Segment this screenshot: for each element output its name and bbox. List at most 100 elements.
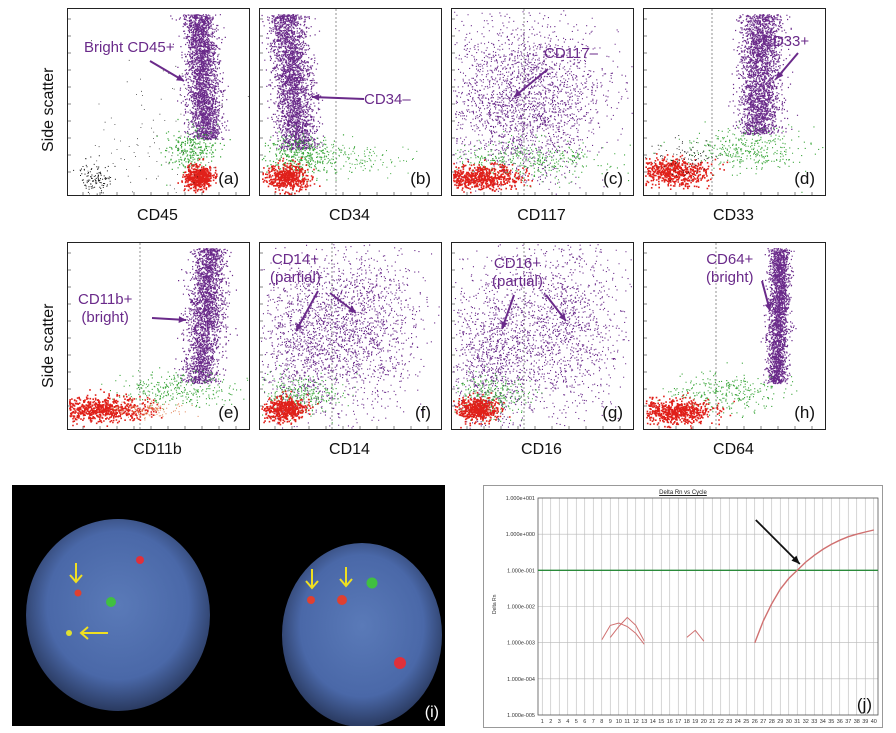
- pcr-ylabel: Delta Rn: [492, 594, 498, 614]
- scatter-plot-a: [68, 14, 249, 195]
- x-tick-label: 38: [854, 719, 860, 725]
- arrowhead-icon: [558, 313, 566, 321]
- x-tick-label: 32: [803, 719, 809, 725]
- panel-letter-e: (e): [218, 403, 239, 422]
- x-tick-label: 2: [549, 719, 552, 725]
- x-tick-label: 27: [760, 719, 766, 725]
- xlabel-b: CD34: [329, 207, 370, 224]
- xlabel-f: CD14: [329, 441, 370, 458]
- arrowhead-icon: [178, 316, 186, 324]
- event-dots: [453, 159, 533, 194]
- y-tick-label: 1.000e+000: [506, 532, 535, 538]
- scatter-plot-f: [260, 243, 440, 429]
- pcr-title: Delta Rn vs Cycle: [659, 490, 707, 496]
- event-dots: [174, 248, 238, 385]
- x-tick-label: 26: [752, 719, 758, 725]
- event-dots: [760, 248, 797, 385]
- x-tick-label: 25: [743, 719, 749, 725]
- event-dots: [170, 14, 230, 141]
- annotation-g: CD16+ (partial): [492, 255, 543, 290]
- scatter-plot-e: [68, 243, 249, 429]
- annotation-c: CD117–: [544, 45, 598, 62]
- panel-letter-i: (i): [424, 704, 439, 721]
- event-dots: [69, 388, 163, 428]
- fusion-signal: [307, 596, 315, 604]
- y-tick-label: 1.000e-003: [507, 641, 535, 647]
- fusion-signal: [66, 630, 72, 636]
- event-dots: [73, 155, 116, 195]
- x-tick-label: 39: [862, 719, 868, 725]
- xlabel-a: CD45: [137, 207, 178, 224]
- x-tick-label: 8: [600, 719, 603, 725]
- panel-letter-f: (f): [414, 403, 431, 422]
- arrowhead-icon: [296, 323, 303, 331]
- arrowhead-icon: [348, 305, 356, 313]
- plot-frame: [537, 497, 879, 716]
- x-tick-label: 3: [558, 719, 561, 725]
- fusion-signal: [337, 595, 347, 605]
- event-dots: [657, 362, 798, 418]
- event-dots: [471, 244, 632, 427]
- x-tick-label: 34: [820, 719, 826, 725]
- scatter-plot-g: [452, 243, 632, 429]
- annotation-arrow-icon: [513, 68, 549, 98]
- yellow-arrow-icon: [69, 563, 353, 640]
- event-dots: [453, 391, 511, 429]
- arrowhead-icon: [776, 71, 784, 79]
- flow-panel-a: Bright CD45+ (a): [67, 8, 250, 196]
- x-tick-label: 9: [609, 719, 612, 725]
- event-dots: [261, 390, 319, 426]
- panel-letter-j: (j): [856, 695, 872, 714]
- arrowhead-icon: [514, 89, 522, 97]
- arrowhead-icon: [764, 303, 772, 311]
- x-tick-label: 24: [735, 719, 741, 725]
- x-tick-label: 14: [650, 719, 656, 725]
- flow-panel-b: CD34– (b): [259, 8, 442, 196]
- event-dots: [261, 14, 324, 151]
- panel-letter-g: (g): [602, 403, 623, 422]
- panel-letter-h: (h): [794, 403, 815, 422]
- y-tick-label: 1.000e-004: [507, 677, 535, 683]
- xlabel-g: CD16: [521, 441, 562, 458]
- x-tick-label: 13: [641, 719, 647, 725]
- x-tick-label: 30: [786, 719, 792, 725]
- flow-panel-c: CD117– (c): [451, 8, 634, 196]
- arrowhead-icon: [312, 93, 320, 101]
- panel-letter-c: (c): [603, 169, 623, 188]
- panel-letter-b: (b): [410, 169, 431, 188]
- panel-letter-d: (d): [794, 169, 815, 188]
- green-signal: [366, 577, 378, 589]
- amplification-curve: [601, 622, 645, 645]
- y-tick-label: 1.000e-005: [507, 713, 535, 719]
- arrowhead-icon: [176, 74, 184, 81]
- annotation-a: Bright CD45+: [84, 39, 175, 56]
- arrowhead-icon: [501, 321, 508, 329]
- x-tick-label: 19: [692, 719, 698, 725]
- flow-panel-d: CD33+ (d): [643, 8, 826, 196]
- xlabel-c: CD117: [517, 207, 566, 224]
- side-scatter-label-row2: Side scatter: [40, 303, 57, 388]
- flow-panel-h: CD64+ (bright) (h): [643, 242, 826, 430]
- event-dots: [453, 10, 633, 195]
- annotation-arrow-icon: [311, 96, 365, 100]
- amplification-curve: [754, 529, 874, 643]
- x-tick-label: 36: [837, 719, 843, 725]
- event-dots: [728, 14, 799, 136]
- green-signal: [106, 597, 116, 607]
- event-dots: [93, 397, 199, 421]
- x-tick-label: 4: [566, 719, 569, 725]
- xlabel-e: CD11b: [133, 441, 182, 458]
- x-tick-label: 7: [592, 719, 595, 725]
- event-dots: [645, 392, 735, 429]
- y-tick-label: 1.000e+001: [506, 496, 535, 502]
- scatter-plot-h: [644, 243, 813, 429]
- x-tick-label: 5: [575, 719, 578, 725]
- x-tick-label: 35: [828, 719, 834, 725]
- nucleus-right: [282, 543, 442, 726]
- xlabel-h: CD64: [713, 441, 754, 458]
- annotation-b: CD34–: [364, 91, 411, 108]
- x-tick-label: 37: [845, 719, 851, 725]
- annotation-h: CD64+ (bright): [706, 251, 754, 286]
- x-tick-label: 23: [726, 719, 732, 725]
- scatter-plot-c: [452, 9, 633, 195]
